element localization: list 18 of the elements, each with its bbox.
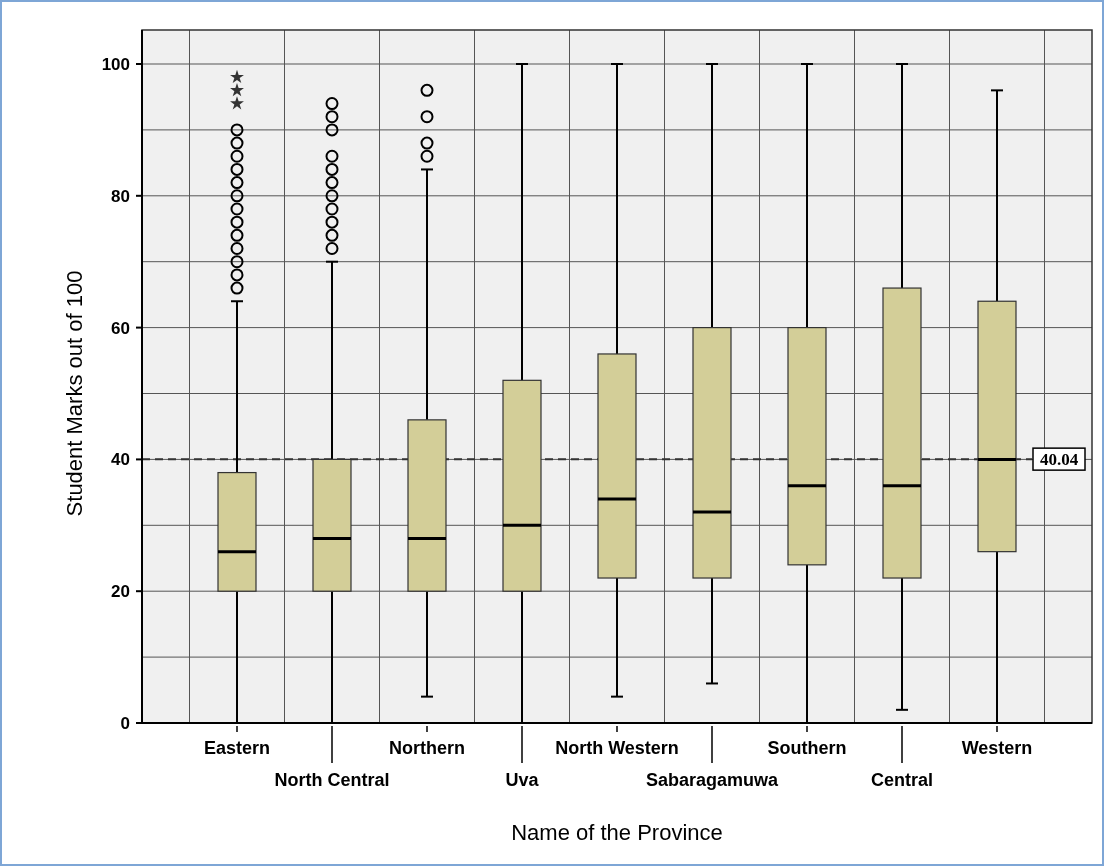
y-tick-label: 20 <box>111 582 130 602</box>
x-tick-label: Northern <box>389 738 465 758</box>
y-tick-label: 0 <box>120 714 130 733</box>
x-tick-label: North Central <box>274 770 390 790</box>
x-tick-label: Sabaragamuwa <box>645 770 780 790</box>
x-tick-label: North Western <box>555 738 679 758</box>
x-tick-label: Eastern <box>203 738 271 758</box>
y-tick-label: 100 <box>101 55 130 74</box>
y-tick-label: 80 <box>111 186 130 206</box>
x-tick-label: Western <box>961 738 1033 758</box>
y-tick-label: 40 <box>111 450 130 470</box>
ref-line-label: 40.04 <box>1039 450 1079 470</box>
y-axis-title: Student Marks out of 100 <box>62 270 87 517</box>
x-tick-label: Central <box>870 770 934 790</box>
x-tick-label: Uva <box>505 770 540 790</box>
y-tick-label: 60 <box>111 318 130 338</box>
x-axis-title: Name of the Province <box>511 820 723 845</box>
x-tick-label: Southern <box>767 738 847 758</box>
